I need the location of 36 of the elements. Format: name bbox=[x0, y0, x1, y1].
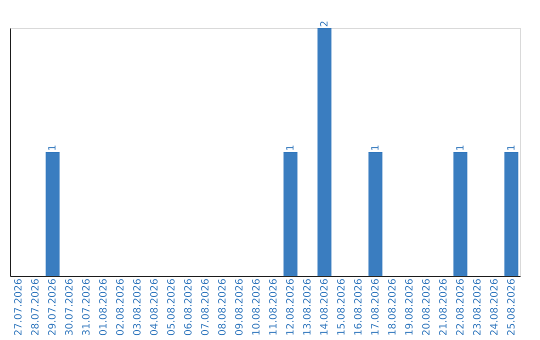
x-tick-label: 11.08.2026 bbox=[268, 278, 280, 336]
x-tick-label: 27.07.2026 bbox=[14, 278, 25, 336]
x-tick-label: 08.08.2026 bbox=[218, 278, 229, 336]
x-tick-label: 06.08.2026 bbox=[184, 278, 195, 336]
data-label: 1 bbox=[506, 144, 518, 151]
x-tick-label: 20.08.2026 bbox=[421, 278, 432, 336]
data-label: 1 bbox=[285, 144, 296, 151]
x-tick-label: 16.08.2026 bbox=[353, 278, 364, 336]
x-tick-label: 22.08.2026 bbox=[455, 278, 466, 336]
x-tick-label: 09.08.2026 bbox=[234, 278, 246, 336]
x-tick-label: 19.08.2026 bbox=[404, 278, 416, 336]
data-label: 2 bbox=[319, 20, 330, 27]
x-tick-label: 24.08.2026 bbox=[489, 278, 500, 336]
x-tick-label: 31.07.2026 bbox=[82, 278, 93, 336]
x-tick-label: 30.07.2026 bbox=[64, 278, 76, 336]
x-tick-label: 18.08.2026 bbox=[387, 278, 398, 336]
x-tick-label: 02.08.2026 bbox=[116, 278, 127, 336]
data-label: 1 bbox=[370, 144, 382, 151]
x-tick-label: 28.07.2026 bbox=[30, 278, 42, 336]
x-tick-label: 25.08.2026 bbox=[506, 278, 518, 336]
x-tick-label: 17.08.2026 bbox=[370, 278, 382, 336]
x-tick-label: 23.08.2026 bbox=[472, 278, 484, 336]
x-tick-label: 07.08.2026 bbox=[200, 278, 212, 336]
data-label: 1 bbox=[455, 144, 466, 151]
x-tick-label: 13.08.2026 bbox=[302, 278, 314, 336]
x-tick-label: 21.08.2026 bbox=[438, 278, 450, 336]
x-tick-label: 04.08.2026 bbox=[150, 278, 161, 336]
x-tick-label: 01.08.2026 bbox=[98, 278, 110, 336]
data-label: 1 bbox=[48, 144, 59, 151]
x-tick-label: 14.08.2026 bbox=[319, 278, 330, 336]
x-tick-label: 29.07.2026 bbox=[48, 278, 59, 336]
x-tick-label: 12.08.2026 bbox=[285, 278, 296, 336]
x-tick-label: 05.08.2026 bbox=[166, 278, 178, 336]
x-tick-label: 10.08.2026 bbox=[252, 278, 263, 336]
x-tick-label: 03.08.2026 bbox=[132, 278, 144, 336]
x-tick-label: 15.08.2026 bbox=[336, 278, 348, 336]
